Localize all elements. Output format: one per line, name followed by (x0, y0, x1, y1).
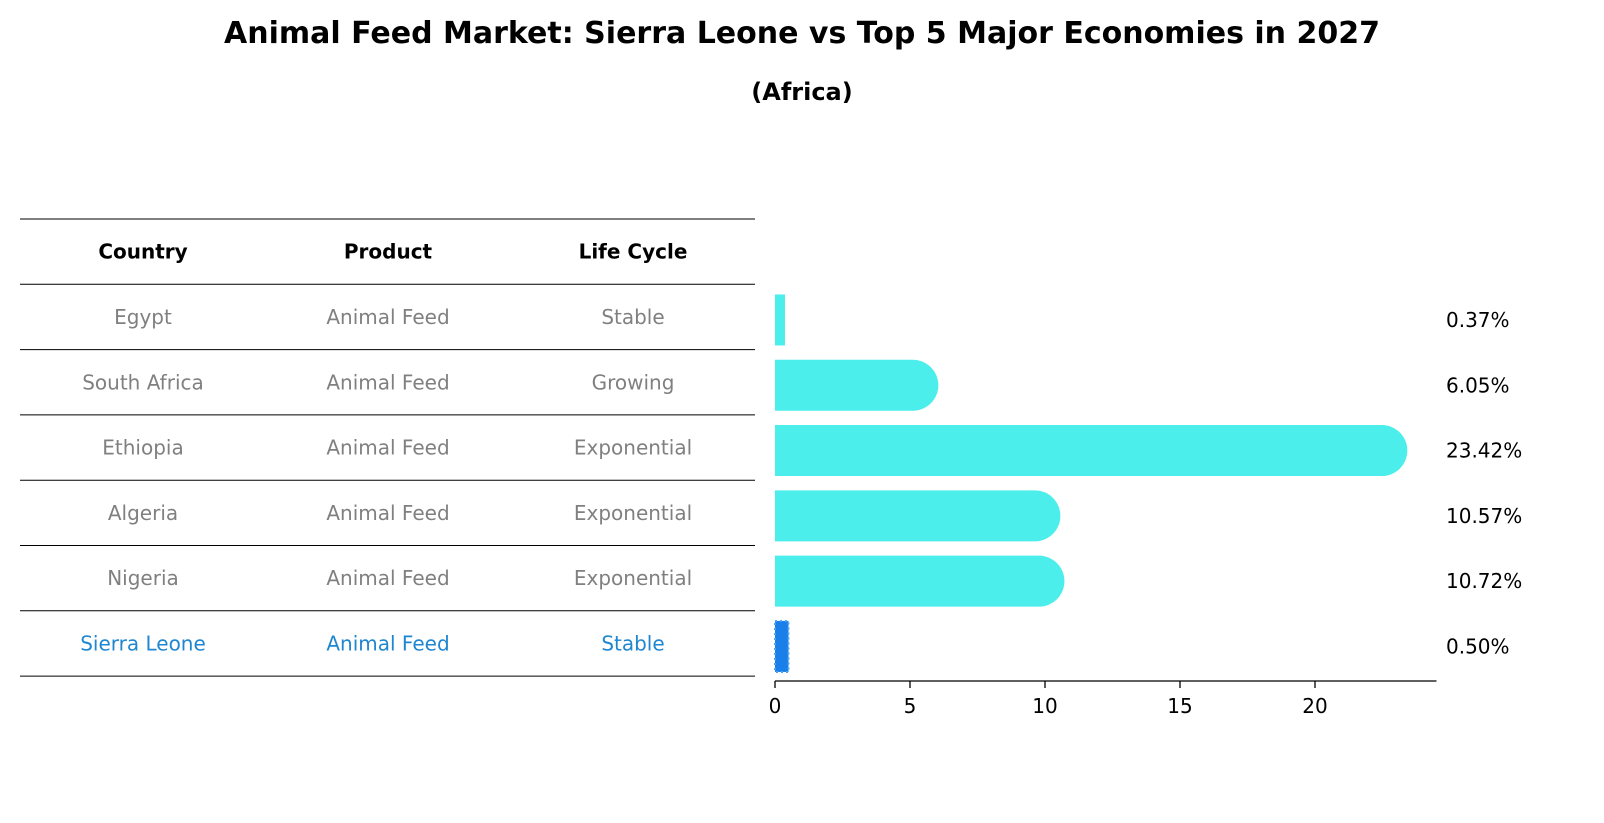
bar-label-3: 10.57% (1446, 504, 1522, 528)
table-cell-life_cycle: Exponential (574, 501, 692, 525)
chart-subtitle: (Africa) (751, 78, 853, 106)
table-cell-country: Sierra Leone (80, 631, 206, 655)
bar-label-1: 6.05% (1446, 373, 1510, 397)
bar-label-4: 10.72% (1446, 569, 1522, 593)
table-cell-product: Animal Feed (326, 305, 449, 329)
table-cell-product: Animal Feed (326, 370, 449, 394)
table-header-0: Country (98, 240, 187, 264)
bar-label-5: 0.50% (1446, 634, 1510, 658)
bar-3 (775, 490, 1061, 542)
table-cell-life_cycle: Stable (601, 305, 664, 329)
bar-5-outline (774, 619, 790, 673)
table-cell-country: Ethiopia (102, 436, 183, 460)
table-cell-life_cycle: Growing (592, 370, 675, 394)
table-cell-product: Animal Feed (326, 566, 449, 590)
table-cell-country: Egypt (114, 305, 172, 329)
x-tick-label-2: 10 (1032, 694, 1057, 718)
table-cell-country: Algeria (108, 501, 178, 525)
chart-title: Animal Feed Market: Sierra Leone vs Top … (224, 16, 1380, 51)
bar-5 (775, 620, 789, 672)
table-cell-life_cycle: Stable (601, 631, 664, 655)
table-cell-life_cycle: Exponential (574, 436, 692, 460)
x-tick-label-1: 5 (904, 694, 917, 718)
x-tick-label-4: 20 (1302, 694, 1327, 718)
table-cell-product: Animal Feed (326, 436, 449, 460)
table-cell-product: Animal Feed (326, 501, 449, 525)
bar-label-0: 0.37% (1446, 308, 1510, 332)
x-tick-label-0: 0 (769, 694, 782, 718)
bar-0 (775, 294, 785, 346)
table-header-2: Life Cycle (579, 240, 688, 264)
bar-1 (775, 359, 939, 411)
table-cell-country: Nigeria (107, 566, 179, 590)
x-tick-label-3: 15 (1167, 694, 1192, 718)
bar-2 (775, 425, 1408, 477)
bar-4 (775, 555, 1065, 607)
table-cell-life_cycle: Exponential (574, 566, 692, 590)
table-header-1: Product (344, 240, 433, 264)
bar-label-2: 23.42% (1446, 439, 1522, 463)
table-cell-country: South Africa (82, 370, 204, 394)
table-cell-product: Animal Feed (326, 631, 449, 655)
